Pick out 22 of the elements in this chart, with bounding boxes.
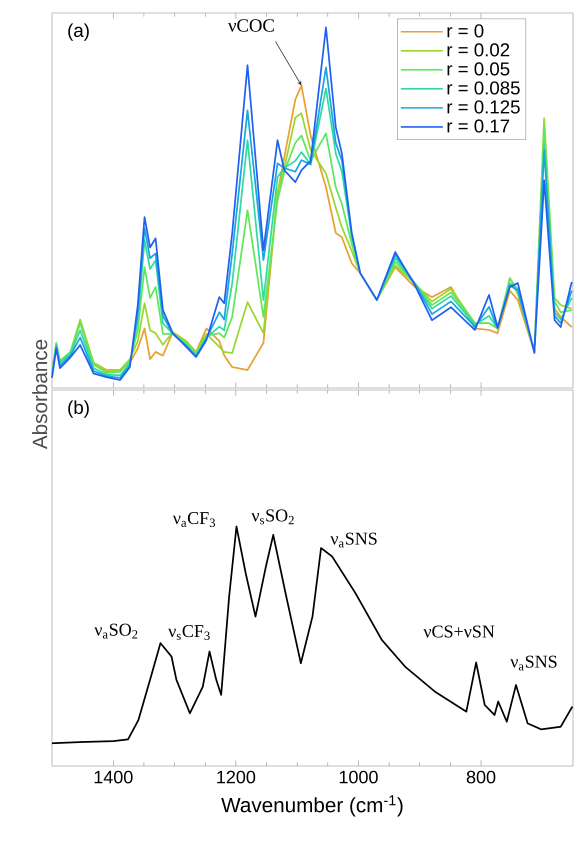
annotation: νCOC bbox=[228, 19, 274, 32]
y-axis-title: Absorbance bbox=[32, 340, 48, 450]
annotation: ν$_{a}$SNS bbox=[510, 656, 557, 671]
x-tick-label: 1200 bbox=[217, 770, 256, 784]
annotation: ν$_{a}$CF$_{3}$ bbox=[172, 512, 216, 527]
legend-label: r = 0 bbox=[448, 24, 484, 38]
x-tick-label: 1000 bbox=[340, 770, 378, 784]
legend-label: r = 0.02 bbox=[448, 43, 510, 56]
legend-label: r = 0.05 bbox=[448, 62, 510, 76]
legend-label: r = 0.125 bbox=[448, 100, 520, 114]
legend-label: r = 0.17 bbox=[448, 119, 510, 133]
annotation: ν$_{a}$SNS bbox=[330, 532, 377, 548]
legend-label: r = 0.085 bbox=[448, 81, 520, 95]
x-tick-label: 1400 bbox=[94, 770, 133, 784]
x-tick-label: 800 bbox=[466, 770, 496, 784]
annotation: ν$_{s}$SO$_{2}$ bbox=[251, 509, 294, 524]
annotation: ν$_{a}$SO$_{2}$ bbox=[94, 624, 138, 639]
annotation: ν$_{s}$CF$_{3}$ bbox=[168, 625, 210, 640]
annotation: (a) bbox=[68, 23, 89, 41]
annotation: νCS+νSN bbox=[423, 625, 494, 638]
text: (b) bbox=[68, 400, 89, 418]
x-axis-title: Wavenumber (cm$^{-1}$) bbox=[221, 795, 403, 816]
